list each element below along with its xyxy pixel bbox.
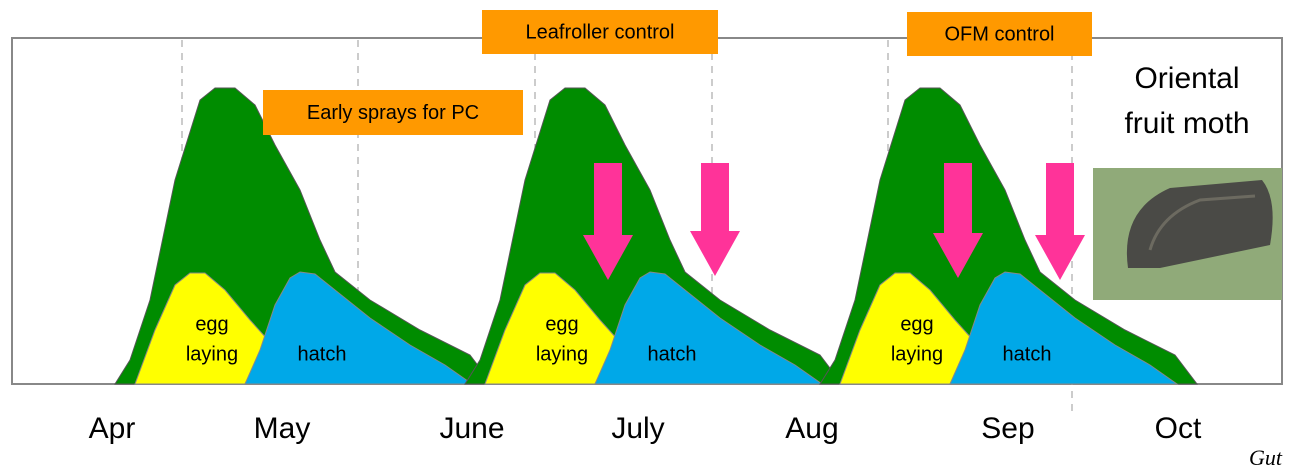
credit: Gut: [1249, 445, 1283, 470]
hatch-label: hatch: [298, 343, 347, 365]
month-label: Sep: [981, 412, 1034, 445]
month-label: May: [254, 412, 311, 445]
egg-label: laying: [891, 343, 943, 365]
callout-text: OFM control: [944, 23, 1054, 45]
hatch-label: hatch: [648, 343, 697, 365]
slide: egg laying hatch egg laying hatch egg laying hat…: [0, 0, 1298, 476]
moth-photo: [1093, 168, 1282, 300]
month-label: July: [611, 412, 664, 445]
month-label: Aug: [785, 412, 838, 445]
egg-label: egg: [545, 313, 578, 335]
month-label: June: [439, 412, 504, 445]
callout-text: Early sprays for PC: [307, 102, 479, 124]
egg-label: egg: [900, 313, 933, 335]
caption: Oriental: [1134, 62, 1239, 95]
egg-label: egg: [195, 313, 228, 335]
hatch-label: hatch: [1003, 343, 1052, 365]
callout-text: Leafroller control: [526, 21, 675, 43]
egg-label: laying: [536, 343, 588, 365]
month-label: Oct: [1155, 412, 1202, 445]
egg-label: laying: [186, 343, 238, 365]
month-label: Apr: [89, 412, 136, 445]
caption: fruit moth: [1124, 107, 1249, 140]
